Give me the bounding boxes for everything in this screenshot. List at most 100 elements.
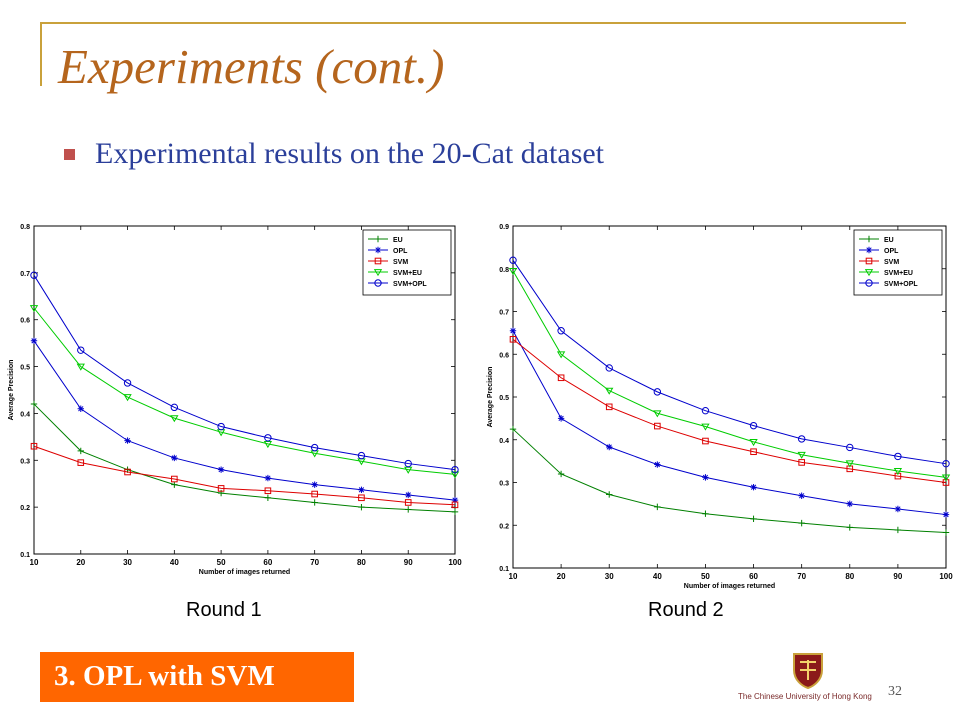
data-point-opl	[509, 327, 517, 334]
x-axis-label: Number of images returned	[684, 583, 775, 590]
data-point-eu	[30, 400, 38, 408]
legend: EU OPL SVM SVM+EU SVM+OPL	[362, 229, 452, 296]
data-point-eu	[894, 526, 902, 534]
data-point-svm-eu	[605, 387, 614, 395]
legend-marker-svm-opl	[374, 279, 382, 287]
series-line-svm-eu	[33, 307, 456, 475]
slide-title: Experiments (cont.)	[58, 39, 445, 94]
data-point-svm-eu	[556, 351, 566, 359]
data-point-opl	[311, 481, 318, 488]
data-point-svm	[124, 468, 131, 476]
series-svm	[30, 442, 459, 509]
data-point-eu	[77, 447, 84, 455]
y-tick-label: 0.5	[499, 395, 509, 402]
data-point-opl	[557, 415, 565, 422]
chart-round-2: 10 20 30 40 50 60 70 80 90 100 0.1 0.2 0.3 0.4 0.5 0.6 0…	[487, 224, 953, 590]
data-point-svm-opl	[942, 459, 950, 468]
legend-marker-opl	[374, 246, 382, 254]
data-point-opl	[217, 466, 225, 473]
data-point-eu	[702, 510, 709, 517]
y-axis-label: Average Precision	[487, 367, 494, 428]
data-point-opl	[894, 505, 902, 513]
series-line-svm	[512, 338, 947, 483]
data-point-svm-eu	[653, 410, 662, 418]
data-point-eu	[358, 503, 365, 511]
data-point-svm-opl	[894, 452, 902, 461]
chart-caption-round-1: Round 1	[186, 599, 262, 621]
data-point-svm	[358, 494, 365, 502]
data-point-svm-opl	[605, 364, 613, 372]
x-tick-label: 10	[30, 558, 39, 567]
data-point-svm-eu	[941, 474, 951, 482]
data-point-svm-opl	[797, 435, 806, 443]
legend-marker-svm-opl	[865, 279, 873, 287]
legend-label-svm-eu: SVM+EU	[393, 270, 422, 277]
legend-label-eu: EU	[393, 237, 403, 244]
data-point-svm-opl	[749, 421, 758, 430]
data-point-svm-eu	[749, 438, 758, 447]
x-tick-label: 40	[653, 572, 662, 581]
data-point-opl	[171, 454, 178, 462]
chart-round-1: 10 20 30 40 50 60 70 80 90 100 0.1 0.2 0.3 0.4 0.5 0.6 0…	[8, 224, 462, 576]
y-tick-label: 0.9	[499, 224, 509, 231]
x-tick-label: 90	[893, 572, 902, 581]
logo-caption: The Chinese University of Hong Kong	[738, 692, 872, 701]
data-point-svm-opl	[30, 271, 38, 279]
bullet-item: Experimental results on the 20-Cat datas…	[64, 134, 604, 174]
x-axis-label: Number of images returned	[199, 569, 290, 576]
y-tick-label: 0.3	[499, 481, 509, 488]
legend-label-svm-eu: SVM+EU	[884, 270, 913, 277]
data-point-svm	[311, 490, 318, 498]
data-point-opl	[942, 511, 950, 518]
data-point-svm-eu	[29, 305, 39, 313]
legend-marker-eu	[865, 235, 873, 243]
data-point-svm-opl	[509, 256, 517, 264]
bullet-square-icon	[64, 148, 75, 160]
series-line-svm	[33, 445, 456, 506]
data-point-svm	[654, 422, 661, 430]
series-line-svm-eu	[512, 270, 947, 478]
y-tick-label: 0.4	[499, 438, 509, 445]
data-point-opl	[654, 461, 661, 468]
series-svm-opl	[30, 271, 459, 474]
legend-marker-svm	[865, 257, 873, 265]
data-point-svm-eu	[76, 363, 85, 371]
x-tick-label: 100	[448, 558, 462, 567]
y-tick-label: 0.6	[499, 352, 509, 359]
data-point-svm	[605, 403, 613, 411]
data-point-eu	[942, 529, 950, 536]
legend-label-opl: OPL	[393, 248, 408, 255]
data-point-svm-opl	[170, 403, 179, 412]
data-point-svm-eu	[797, 451, 806, 459]
legend-marker-svm-eu	[373, 269, 383, 277]
series-line-eu	[512, 428, 947, 534]
y-tick-label: 0.7	[20, 271, 30, 278]
x-tick-label: 60	[749, 572, 758, 581]
legend-label-opl: OPL	[884, 248, 899, 255]
legend-label-svm-opl: SVM+OPL	[393, 281, 427, 288]
data-point-opl	[264, 474, 272, 482]
data-point-svm-eu	[845, 460, 854, 468]
series-svm-opl	[509, 256, 950, 468]
data-point-svm	[30, 442, 38, 450]
top-rule	[40, 22, 906, 24]
data-point-svm-eu	[701, 423, 710, 431]
data-point-eu	[171, 481, 178, 488]
data-point-svm	[798, 459, 805, 466]
data-point-svm-opl	[701, 406, 710, 415]
x-tick-label: 80	[845, 572, 854, 581]
page-number: 32	[888, 684, 902, 699]
university-logo: The Chinese University of Hong Kong	[738, 650, 878, 706]
left-rule	[40, 22, 42, 86]
series-opl	[30, 337, 459, 504]
data-point-svm	[750, 448, 757, 456]
legend-marker-eu	[374, 235, 382, 243]
y-tick-label: 0.1	[499, 566, 509, 573]
data-point-svm	[557, 374, 565, 382]
x-tick-label: 90	[404, 558, 413, 567]
x-tick-label: 70	[797, 572, 806, 581]
data-point-eu	[509, 425, 517, 433]
legend-marker-svm-eu	[864, 269, 874, 277]
y-tick-label: 0.3	[20, 458, 30, 465]
crest-icon	[793, 653, 823, 690]
